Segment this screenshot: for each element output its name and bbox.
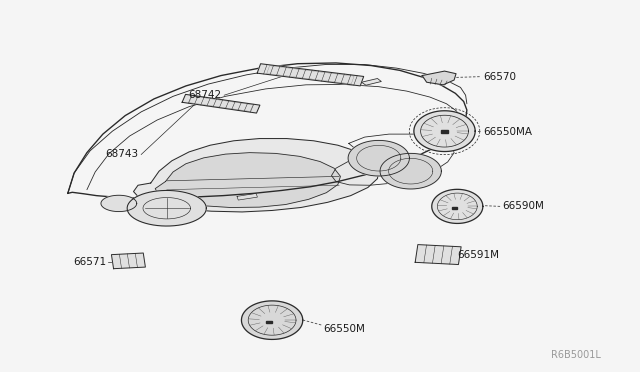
Polygon shape (432, 189, 483, 224)
Polygon shape (414, 111, 475, 151)
Polygon shape (111, 253, 145, 269)
Text: 68743: 68743 (105, 150, 138, 160)
Text: 66591M: 66591M (458, 250, 499, 260)
Polygon shape (241, 301, 303, 339)
Bar (452, 207, 458, 209)
Polygon shape (237, 193, 257, 200)
Polygon shape (134, 138, 379, 212)
Bar (441, 130, 449, 134)
Text: 66590M: 66590M (502, 201, 544, 211)
Text: 66550MA: 66550MA (483, 127, 532, 137)
Text: R6B5001L: R6B5001L (551, 350, 601, 360)
Text: 68742: 68742 (188, 90, 221, 100)
Polygon shape (362, 78, 381, 85)
Polygon shape (101, 195, 137, 212)
Polygon shape (380, 153, 442, 189)
Text: 66550M: 66550M (323, 324, 365, 334)
Polygon shape (127, 190, 206, 226)
Text: 66570: 66570 (483, 72, 516, 82)
Polygon shape (257, 64, 364, 86)
Polygon shape (422, 71, 456, 85)
Text: 66571: 66571 (73, 257, 106, 267)
Polygon shape (156, 153, 340, 208)
Polygon shape (415, 245, 461, 264)
Bar (266, 321, 272, 324)
Polygon shape (348, 140, 410, 176)
Polygon shape (68, 63, 467, 198)
Polygon shape (182, 94, 260, 113)
